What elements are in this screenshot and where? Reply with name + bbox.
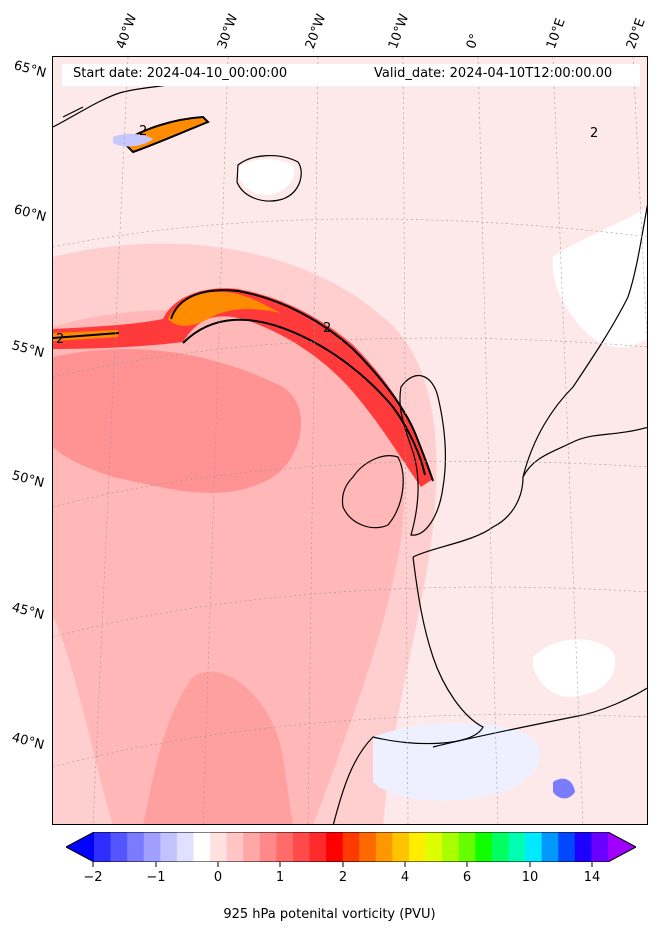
colorbar-tick-label: −1 [146, 870, 166, 885]
colorbar-segment [525, 832, 543, 862]
lat-label-45n: 45°N [10, 600, 46, 624]
graticule [53, 57, 647, 824]
colorbar-segment [508, 832, 526, 862]
colorbar-segment [558, 832, 576, 862]
colorbar-tick-label: 4 [400, 870, 410, 885]
colorbar-segment [458, 832, 476, 862]
pv-negative-iberia [373, 722, 541, 801]
pv-map-canvas: 2 2 2 2 [53, 57, 647, 824]
colorbar [66, 832, 636, 862]
contour-label-norway: 2 [590, 126, 598, 141]
colorbar-segment [359, 832, 377, 862]
contour-2pvu-line [53, 289, 434, 482]
colorbar-segment [425, 832, 443, 862]
colorbar-tick-label: 0 [213, 870, 223, 885]
colorbar-segment [160, 832, 178, 862]
terrain-mask-alps [532, 639, 616, 697]
lat-label-40n: 40°N [10, 730, 46, 754]
colorbar-tick-label: 14 [583, 870, 601, 885]
lon-label-20w: 20°W [302, 12, 330, 51]
colorbar-segment [409, 832, 427, 862]
valid-date-label: Valid_date: 2024-04-10T12:00:00.00 [374, 66, 613, 81]
date-header-background [62, 64, 640, 86]
colorbar-segment [110, 832, 128, 862]
colorbar-tick-label: −2 [83, 870, 103, 885]
coastline-scandinavia [522, 204, 647, 478]
coastline-britain [399, 375, 447, 536]
colorbar-title: 925 hPa potenital vorticity (PVU) [223, 907, 436, 922]
colorbar-segment [94, 832, 112, 862]
colorbar-tick-label: 1 [275, 870, 285, 885]
lat-label-50n: 50°N [10, 468, 46, 492]
colorbar-segment [342, 832, 360, 862]
colorbar-segment [392, 832, 410, 862]
colorbar-segment [143, 832, 161, 862]
coastline-europe [332, 426, 647, 824]
colorbar-tick-label: 2 [338, 870, 348, 885]
lon-label-20e: 20°E [623, 16, 649, 51]
terrain-mask-iceland [238, 159, 295, 195]
colorbar-segment [442, 832, 460, 862]
colorbar-segment [292, 832, 311, 862]
colorbar-segment [226, 832, 244, 862]
colorbar-segment [243, 832, 261, 862]
colorbar-segment [491, 832, 510, 862]
colorbar-tick-marks [92, 862, 593, 867]
contour-label-west: 2 [56, 332, 64, 347]
lon-label-40w: 40°W [113, 12, 141, 51]
lon-label-0: 0° [463, 31, 484, 51]
colorbar-segment [259, 832, 277, 862]
coastline-ireland [341, 455, 404, 529]
lon-label-10w: 10°W [385, 12, 413, 51]
colorbar-extend-min [66, 832, 94, 862]
contour-2pvu-line-south [182, 318, 426, 476]
lat-label-65n: 65°N [12, 58, 48, 82]
pv-core-orange [168, 292, 281, 326]
coastline-mediterranean [432, 687, 647, 748]
colorbar-segment [176, 832, 194, 862]
colorbar-segment [127, 832, 145, 862]
colorbar-segment [276, 832, 294, 862]
pv-field-high-west [53, 348, 302, 493]
pv-negative-greenland [113, 133, 153, 147]
lon-label-30w: 30°W [214, 12, 242, 51]
coastline-iceland [236, 154, 302, 202]
contour-label-front: 2 [323, 321, 331, 336]
terrain-mask-scandinavia [552, 208, 647, 348]
colorbar-segment [591, 832, 609, 862]
colorbar-segment [574, 832, 592, 862]
lon-label-10e: 10°E [543, 16, 569, 51]
colorbar-tick-label: 6 [462, 870, 472, 885]
colorbar-segment [193, 832, 211, 862]
colorbar-segment [541, 832, 559, 862]
map-panel: 2 2 2 2 [52, 56, 648, 825]
colorbar-segment [375, 832, 393, 862]
pv-field-high-south [143, 671, 293, 824]
colorbar-segment [475, 832, 493, 862]
colorbar-tick-label: 10 [521, 870, 539, 885]
lat-label-60n: 60°N [12, 202, 48, 226]
colorbar-extend-max [608, 832, 636, 862]
contour-label-greenland: 2 [139, 124, 147, 139]
pv-front-band [53, 288, 433, 487]
lat-label-55n: 55°N [10, 338, 46, 362]
colorbar-segment [210, 832, 228, 862]
start-date-label: Start date: 2024-04-10_00:00:00 [73, 66, 288, 81]
pv-negative-med [553, 778, 575, 799]
colorbar-segment [309, 832, 327, 862]
colorbar-segment [326, 832, 344, 862]
